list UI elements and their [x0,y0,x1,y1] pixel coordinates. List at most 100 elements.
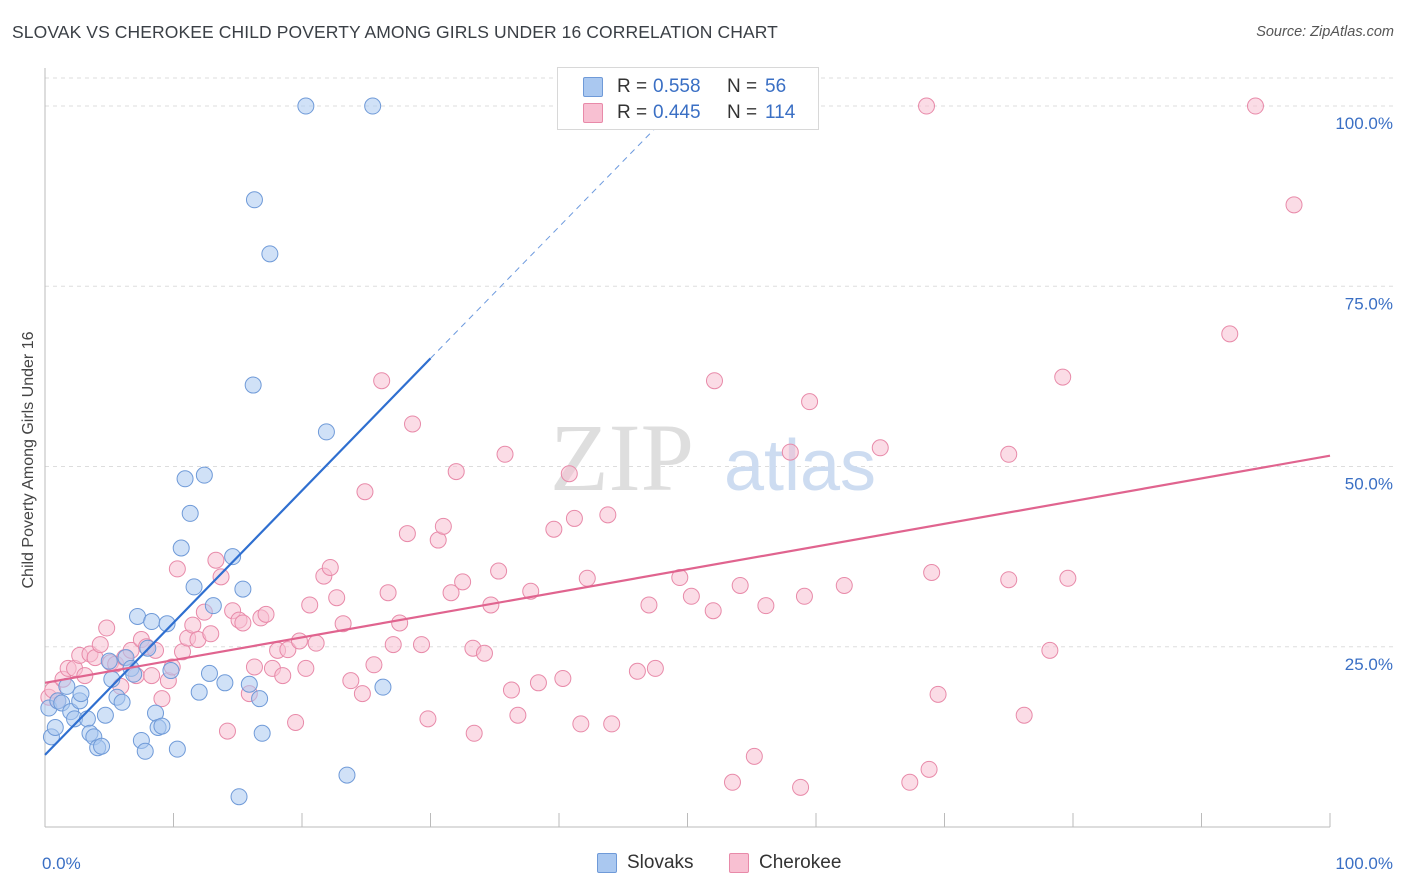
cherokee-point [565,509,583,527]
cherokee-point [723,773,741,791]
cherokee-point [599,506,617,524]
slovaks-trend-line [44,357,432,756]
cherokee-point [398,525,416,543]
cherokee-point [572,715,590,733]
slovaks-point [216,674,234,692]
slovaks-point [364,97,382,115]
grid-lines [45,77,1395,648]
cherokee-point [279,641,297,659]
axes [44,68,1331,828]
legend-label-cherokee: Cherokee [759,852,842,873]
cherokee-point [301,596,319,614]
cherokee-point [419,710,437,728]
cherokee-point [529,674,547,692]
cherokee-point [578,569,596,587]
slovaks-point [190,683,208,701]
cherokee-point [901,773,919,791]
slovaks-point [78,710,96,728]
cherokee-point [705,372,723,390]
slovaks-point [297,97,315,115]
legend-r-value: 0.558 [653,76,701,97]
slovaks-point [72,685,90,703]
cherokee-swatch [729,853,749,873]
cherokee-point [918,97,936,115]
cherokee-point [328,589,346,607]
cherokee-point [353,685,371,703]
cherokee-point [603,715,621,733]
cherokee-point [757,597,775,615]
slovaks-point [129,607,147,625]
cherokee-point [871,439,889,457]
x-tick-label-min: 0.0% [42,854,81,873]
cherokee-point [1000,571,1018,589]
cherokee-point [404,415,422,433]
slovaks-point [185,578,203,596]
legend-item-cherokee: Cherokee [729,852,841,874]
cherokee-point [929,685,947,703]
cherokee-point [682,587,700,605]
cherokee-point [731,576,749,594]
legend-label-slovaks: Slovaks [627,852,694,873]
slovaks-point [204,597,222,615]
data-points [40,97,1303,806]
cherokee-point [168,560,186,578]
slovaks-point [261,245,279,263]
slovaks-point [251,690,269,708]
y-axis-title: Child Poverty Among Girls Under 16 [20,331,37,589]
cherokee-point [287,713,305,731]
slovaks-point [46,719,64,737]
cherokee-point [1054,368,1072,386]
cherokee-point [1041,641,1059,659]
cherokee-point [704,602,722,620]
cherokee-point [475,644,493,662]
cherokee-point [297,659,315,677]
slovaks-point [176,470,194,488]
watermark: ZIP atlas [550,404,876,511]
y-tick-label: 75.0% [1345,294,1393,313]
cherokee-point [143,667,161,685]
chart-title: SLOVAK VS CHEROKEE CHILD POVERTY AMONG G… [12,22,778,42]
cherokee-point [1000,445,1018,463]
cherokee-point [628,662,646,680]
cherokee-point [290,632,308,650]
legend-item-slovaks: Slovaks [597,852,694,874]
legend-r-value: 0.445 [653,102,701,123]
slovaks-swatch [597,853,617,873]
cherokee-point [509,706,527,724]
correlation-legend: R = 0.558 N = 56 R = 0.445 N = 114 [557,67,819,130]
cherokee-point [245,658,263,676]
tick-labels: 25.0% 50.0% 75.0% 100.0% 0.0% 100.0% [42,114,1393,873]
cherokee-point [1221,325,1239,343]
cherokee-trend-line [44,454,1331,684]
slovaks-point [244,376,262,394]
cherokee-point [218,722,236,740]
cherokee-point [212,568,230,586]
cherokee-point [207,551,225,569]
slovaks-point [317,423,335,441]
cherokee-point [795,587,813,605]
slovaks-swatch [583,77,603,97]
cherokee-point [307,634,325,652]
cherokee-point [413,636,431,654]
cherokee-point [384,636,402,654]
cherokee-point [490,562,508,580]
slovaks-point [100,652,118,670]
cherokee-point [434,517,452,535]
slovaks-point [113,693,131,711]
legend-r-key: R = [617,76,648,97]
cherokee-point [334,615,352,633]
cherokee-point [454,573,472,591]
cherokee-point [545,520,563,538]
cherokee-point [640,596,658,614]
slovaks-point [374,678,392,696]
trend-lines [44,94,1331,756]
slovaks-point [195,466,213,484]
cherokee-point [321,558,339,576]
slovaks-point [136,742,154,760]
cherokee-point [356,483,374,501]
series-legend: Slovaks Cherokee [0,852,1406,876]
y-tick-label: 50.0% [1345,475,1393,494]
slovaks-point [172,539,190,557]
cherokee-point [153,690,171,708]
